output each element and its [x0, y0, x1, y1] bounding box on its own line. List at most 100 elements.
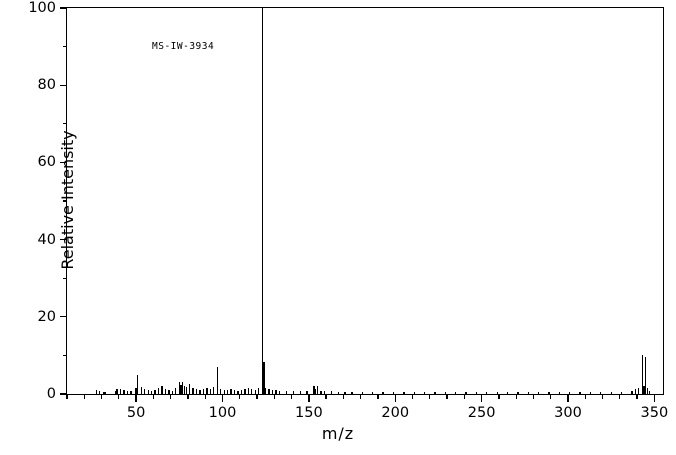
spectrum-peak [206, 387, 208, 394]
spectrum-peak [641, 355, 643, 394]
spectrum-peak [135, 387, 137, 394]
x-axis-major-tick [480, 394, 483, 402]
spectrum-peak [600, 392, 602, 394]
spectrum-peak [646, 387, 649, 394]
spectrum-peak [227, 389, 229, 394]
y-axis-minor-tick [63, 123, 67, 125]
x-axis-minor-tick [411, 394, 414, 399]
x-axis-minor-tick [498, 394, 500, 399]
x-axis-minor-tick [66, 394, 68, 399]
spectrum-peak [102, 391, 104, 394]
spectrum-peak [643, 385, 645, 394]
spectrum-peak [323, 390, 326, 394]
spectrum-peak [271, 390, 274, 394]
spectrum-peak [316, 386, 319, 394]
x-axis-major-tick [221, 394, 224, 402]
spectrum-peak [251, 388, 253, 394]
spectrum-peak [506, 392, 509, 394]
spectrum-peak [299, 390, 301, 394]
x-axis-minor-tick [290, 394, 293, 399]
spectrum-peak [258, 388, 260, 394]
spectrum-peak [455, 392, 457, 394]
spectrum-peak [382, 392, 384, 394]
spectrum-peak [213, 387, 215, 394]
spectrum-peak [413, 392, 415, 394]
spectrum-peak [137, 374, 139, 394]
x-axis-tick-label: 100 [208, 405, 237, 421]
x-axis-minor-tick [601, 394, 604, 399]
spectrum-peak [130, 391, 132, 394]
x-axis-major-tick [653, 394, 655, 402]
spectrum-peak [189, 383, 191, 394]
spectrum-peak [178, 381, 180, 394]
x-axis-major-tick [308, 394, 310, 402]
spectrum-peak [168, 390, 170, 394]
spectrum-peak [313, 385, 315, 394]
spectrum-peak [648, 390, 650, 394]
y-axis-minor-tick [63, 45, 67, 48]
y-axis-major-tick [60, 161, 67, 164]
spectrum-peak [237, 390, 239, 394]
spectrum-peak [634, 389, 636, 394]
x-axis-minor-tick [515, 394, 517, 399]
x-axis-tick-label: 200 [381, 405, 410, 421]
spectrum-peak [527, 392, 529, 394]
sample-label: MS-IW-3934 [152, 41, 215, 52]
spectrum-peak [465, 392, 467, 394]
plot-frame: MS-IW-3934 0 20 40 60 80 100 50 100 150 200 250 300… [28, 0, 668, 421]
y-axis-major-tick [60, 393, 67, 395]
spectrum-peak [185, 387, 187, 394]
y-axis-minor-tick [63, 277, 67, 279]
spectrum-peak [631, 390, 633, 394]
y-axis-major-tick [60, 238, 67, 241]
spectrum-peak [154, 390, 156, 394]
spectrum-peak [144, 388, 146, 394]
x-axis-title: m/z [321, 424, 355, 443]
x-axis-minor-tick [256, 394, 258, 399]
x-axis-minor-tick [83, 394, 85, 399]
spectrum-peak [209, 389, 212, 394]
spectrum-peak [192, 388, 194, 394]
spectrum-peak [569, 392, 571, 394]
x-axis-minor-tick [152, 394, 155, 399]
spectrum-peak [589, 392, 592, 394]
spectrum-peak [116, 388, 118, 394]
spectrum-peak [337, 391, 339, 394]
spectrum-peak [444, 392, 446, 394]
x-axis-minor-tick [204, 394, 206, 399]
y-axis-major-tick [60, 84, 67, 86]
spectrum-peak [147, 389, 149, 394]
spectrum-peak [99, 390, 101, 394]
spectrum-peak [278, 390, 281, 394]
spectrum-peak [104, 392, 106, 394]
spectrum-peak [150, 390, 153, 394]
y-axis-tick-label: 60 [37, 154, 56, 171]
x-axis-minor-tick [446, 394, 448, 399]
spectrum-peak [261, 8, 263, 394]
spectrum-peak [230, 388, 232, 394]
x-axis-minor-tick [636, 394, 638, 399]
spectrum-peak [247, 387, 250, 394]
x-axis-minor-tick [619, 394, 621, 399]
spectrum-peak [220, 388, 222, 394]
spectrum-peak [638, 387, 640, 394]
spectrum-peak [548, 392, 550, 394]
spectrum-peak [164, 389, 167, 394]
spectrum-peak [392, 392, 395, 394]
x-axis-minor-tick [273, 394, 275, 399]
x-axis-minor-tick [325, 394, 327, 399]
spectrum-peak [344, 391, 346, 394]
spectrum-peak [330, 391, 332, 394]
x-axis-minor-tick [118, 394, 120, 399]
spectrum-peak [175, 387, 177, 394]
spectrum-peak [95, 390, 97, 394]
spectrum-peak [126, 390, 129, 394]
spectrum-peak [254, 389, 256, 394]
x-axis-minor-tick [532, 394, 535, 399]
spectrum-peak [306, 390, 308, 394]
spectrum-peak [265, 387, 267, 394]
x-axis-minor-tick [429, 394, 431, 399]
spectrum-peak [315, 388, 317, 394]
x-axis-tick-label: 250 [467, 405, 496, 421]
spectrum-peak [171, 390, 174, 394]
